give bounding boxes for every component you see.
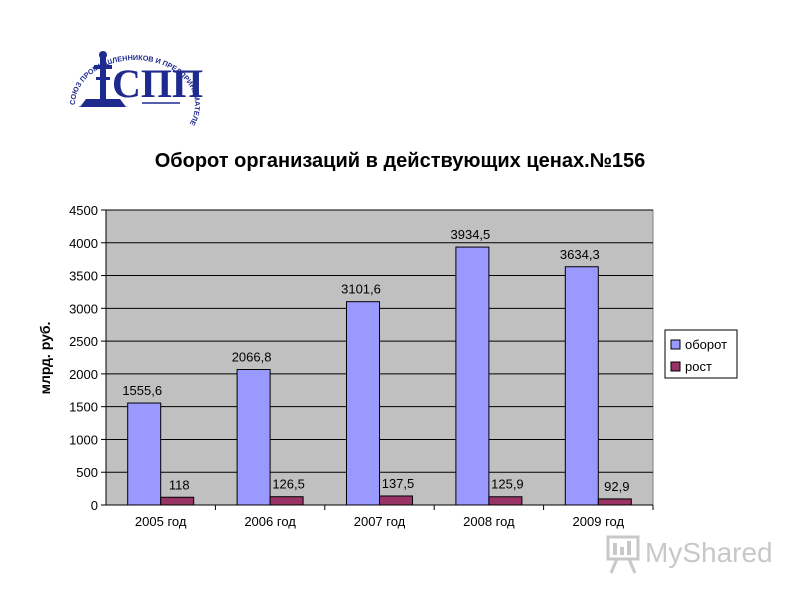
data-label: 1555,6 [122, 383, 162, 398]
y-tick-label: 0 [91, 498, 98, 513]
bar-оборот [564, 266, 599, 506]
bar-оборот [346, 301, 380, 506]
bar-оборот [236, 369, 271, 506]
bar-рост [160, 496, 195, 506]
data-label: 3634,3 [560, 247, 600, 262]
data-label: 118 [169, 477, 190, 492]
data-label: 92,9 [604, 479, 629, 494]
legend-entry-рост: рост [685, 359, 712, 374]
y-tick-label: 3000 [69, 301, 98, 316]
y-tick-label: 2500 [69, 334, 98, 349]
data-label: 125,9 [491, 477, 524, 492]
y-tick-label: 500 [76, 465, 98, 480]
spp-logo: СОЮЗ ПРОМЫШЛЕННИКОВ И ПРЕДПРИНИМАТЕЛЕЙ С… [50, 35, 203, 128]
data-label: 137,5 [382, 476, 415, 491]
data-label: 3101,6 [341, 282, 381, 297]
legend-swatch-рост [670, 361, 681, 372]
x-tick-label: 2007 год [354, 514, 406, 529]
watermark-text: MyShared [645, 537, 773, 568]
x-tick-label: 2005 год [135, 514, 187, 529]
legend-entry-оборот: оборот [685, 337, 727, 352]
monument-icon [78, 51, 128, 107]
bar-рост [379, 495, 413, 506]
presentation-board-icon [606, 535, 640, 574]
y-tick-label: 1500 [69, 400, 98, 415]
chart-title: Оборот организаций в действующих ценах.№… [154, 150, 646, 172]
y-axis-label: млрд. руб. [37, 322, 53, 395]
x-tick-label: 2008 год [463, 514, 515, 529]
bar-рост [597, 498, 632, 506]
legend-swatch-оборот [670, 339, 681, 350]
y-tick-label: 4500 [69, 203, 98, 218]
data-label: 3934,5 [451, 227, 491, 242]
bar-оборот [455, 246, 490, 506]
data-label: 2066,8 [232, 350, 272, 365]
logo-letters: СПП [112, 61, 203, 106]
y-tick-label: 2000 [69, 367, 98, 382]
data-label: 126,5 [272, 477, 305, 492]
x-tick-label: 2006 год [244, 514, 296, 529]
y-tick-label: 1000 [69, 432, 98, 447]
myshared-watermark: MyShared [605, 533, 775, 578]
y-tick-label: 3500 [69, 269, 98, 284]
bar-рост [488, 496, 523, 506]
y-tick-label: 4000 [69, 236, 98, 251]
bar-рост [269, 496, 304, 506]
x-tick-label: 2009 год [573, 514, 625, 529]
bar-оборот [127, 402, 162, 506]
